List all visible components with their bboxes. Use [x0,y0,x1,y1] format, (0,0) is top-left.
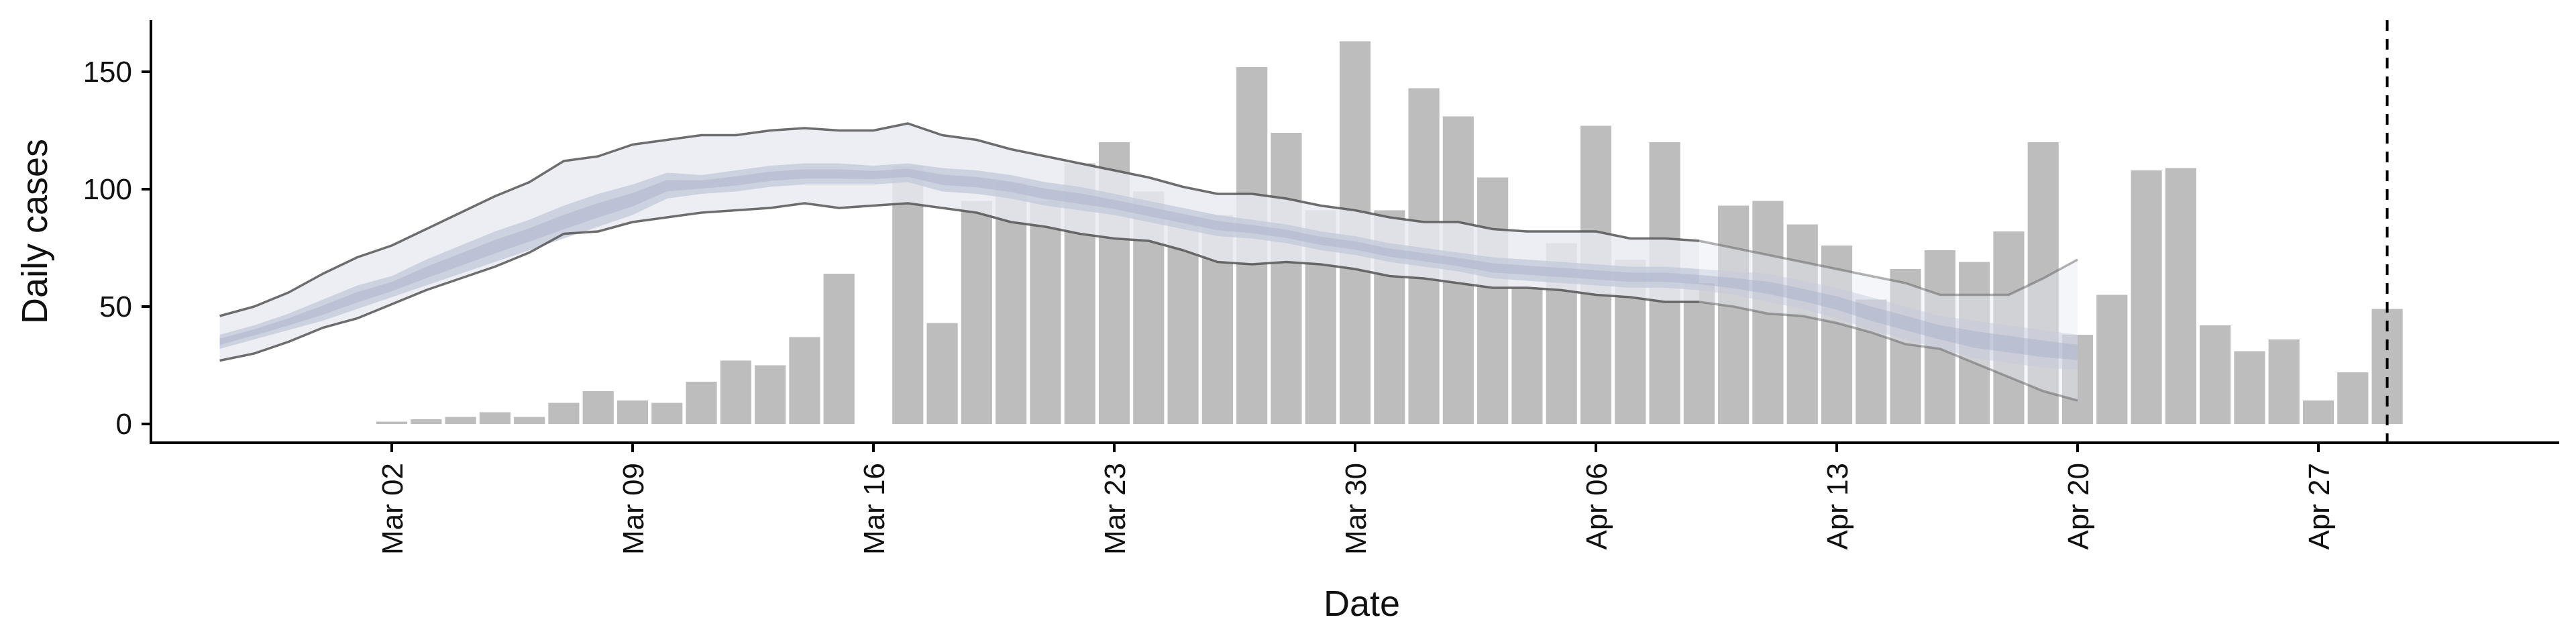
bar [1959,262,1990,424]
bar [755,365,786,424]
bar [411,419,442,424]
bar [1477,177,1509,424]
x-tick-label: Mar 30 [1340,463,1373,555]
bar [686,382,717,424]
x-tick-label: Apr 06 [1580,463,1613,550]
x-tick-label: Apr 20 [2062,463,2095,550]
bar [823,274,855,424]
bar [479,412,511,424]
ci50-band [219,163,1699,349]
bar [616,400,649,424]
bar [582,391,614,424]
x-tick-label: Apr 13 [1821,463,1854,550]
y-tick-label: 50 [99,290,132,323]
ci90-band [219,123,1699,361]
bar [2234,351,2265,424]
x-tick-label: Mar 02 [376,463,409,555]
bar [2200,325,2231,424]
ci90-lower-line-recent [1699,301,2078,402]
bar [2302,400,2334,424]
bar [1786,224,1818,424]
ci90-lower-line [219,202,1699,362]
bar [926,323,958,424]
bar [961,201,992,424]
bar [651,402,683,424]
ci90-band-recent [1699,241,2078,400]
x-axis-ticks: Mar 02 Mar 09 Mar 16 Mar 23 Mar 30 Apr 06 Apr … [376,443,2336,555]
median-band [219,168,2078,360]
bar [2131,170,2162,424]
bar [1752,201,1784,424]
plot-area [219,20,2403,443]
ci90-upper-line [219,122,1699,317]
y-tick-label: 100 [83,173,132,206]
x-tick-label: Mar 16 [858,463,891,555]
y-tick-label: 150 [83,56,132,89]
y-axis-title: Daily cases [15,139,55,324]
bar [376,421,408,424]
bar [1683,283,1715,424]
bar [720,360,751,424]
ci50-band-recent [1699,269,2078,370]
y-tick-label: 0 [116,408,132,441]
bar [1993,231,2025,424]
y-axis-ticks: 0 50 100 150 [83,56,151,441]
x-axis-title: Date [1324,584,1400,624]
axes: 0 50 100 150 Mar 02 Mar 09 Mar 16 Mar 23 Mar 30… [83,20,2559,555]
bar [2061,335,2094,424]
ci90-upper-line-recent [1699,239,2078,297]
bar [2027,142,2059,424]
bar [1924,250,1955,424]
bar [1271,133,1302,424]
bar [1890,269,1921,424]
bar [2337,372,2369,424]
x-tick-label: Mar 23 [1099,463,1132,555]
bar [2268,339,2300,424]
bar [548,402,580,424]
bar [1821,246,1853,424]
x-tick-label: Mar 09 [617,463,650,555]
bar [1511,288,1543,424]
estimate-band-layer [219,122,2078,402]
bar [892,166,924,424]
bar [1856,299,1887,424]
bars-layer [376,41,2403,424]
bar [1030,201,1061,424]
bar [514,417,545,424]
x-tick-label: Apr 27 [2303,463,2336,550]
bar [445,417,476,424]
bar [2096,294,2128,424]
bar [789,337,820,424]
bar [2165,168,2196,424]
bar [1718,205,1750,424]
